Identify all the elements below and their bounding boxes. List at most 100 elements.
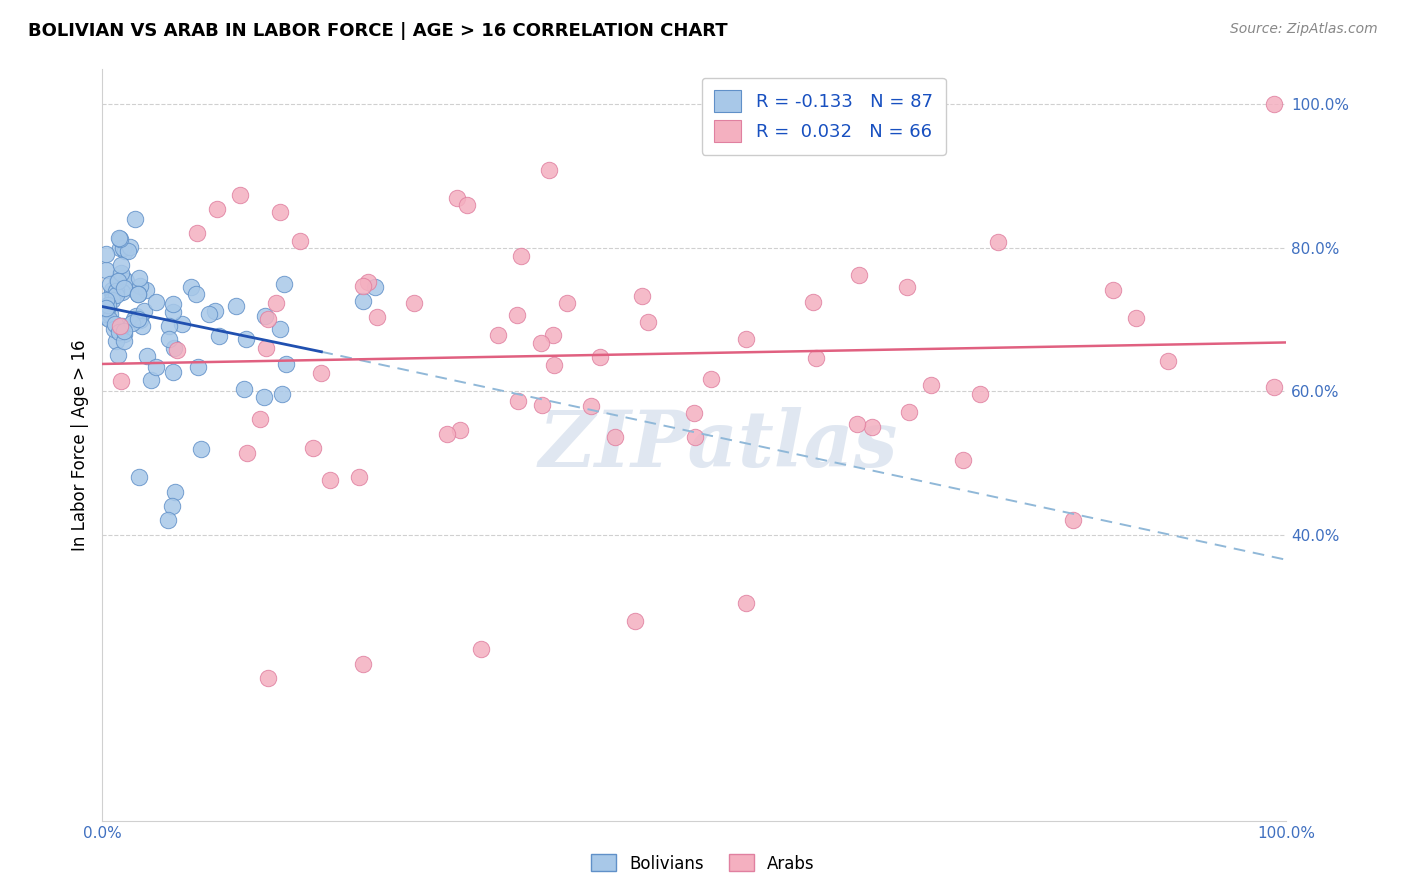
Point [187,359,209,374]
Point [254,341,277,355]
Point [208,329,231,343]
Point [257,312,280,326]
Point [436,427,458,442]
Point [114,244,136,258]
Point [271,386,294,401]
Point [249,412,271,426]
Point [1156,354,1178,368]
Point [624,614,647,628]
Point [225,299,247,313]
Point [253,310,276,324]
Point [186,227,208,241]
Point [735,596,758,610]
Point [801,295,824,310]
Point [588,350,610,364]
Point [108,231,131,245]
Point [145,359,167,374]
Point [157,318,180,333]
Point [122,312,145,326]
Point [111,241,134,255]
Point [180,280,202,294]
Point [510,249,533,263]
Point [112,325,135,339]
Y-axis label: In Labor Force | Age > 16: In Labor Force | Age > 16 [72,339,89,550]
Point [579,399,602,413]
Point [1263,380,1285,394]
Point [157,332,180,346]
Point [98,312,121,326]
Point [446,191,468,205]
Point [288,234,311,248]
Point [897,405,920,419]
Point [107,275,129,289]
Point [952,452,974,467]
Point [110,258,132,272]
Point [311,366,333,380]
Point [603,430,626,444]
Point [132,304,155,318]
Point [352,279,374,293]
Point [543,358,565,372]
Point [160,499,183,513]
Point [128,270,150,285]
Point [135,283,157,297]
Point [105,274,128,288]
Point [94,310,117,325]
Point [108,241,131,255]
Point [1062,513,1084,527]
Point [845,417,868,431]
Point [131,318,153,333]
Point [127,287,149,301]
Point [1125,311,1147,326]
Point [1263,97,1285,112]
Point [112,334,135,348]
Point [318,473,340,487]
Point [449,423,471,437]
Point [302,442,325,456]
Point [456,198,478,212]
Point [683,406,706,420]
Point [235,332,257,346]
Point [253,390,276,404]
Point [110,323,132,337]
Point [363,280,385,294]
Point [508,393,530,408]
Point [115,274,138,288]
Point [107,348,129,362]
Point [198,307,221,321]
Point [136,349,159,363]
Point [105,334,128,348]
Point [129,279,152,293]
Point [96,301,118,316]
Point [145,294,167,309]
Point [118,240,141,254]
Point [110,232,132,246]
Point [97,298,120,312]
Point [94,247,117,261]
Point [896,280,918,294]
Point [920,377,942,392]
Point [94,293,117,308]
Point [162,305,184,319]
Point [108,318,131,333]
Point [94,263,117,277]
Point [112,281,135,295]
Point [205,202,228,216]
Point [111,271,134,285]
Point [110,266,132,280]
Point [127,312,149,326]
Point [117,244,139,259]
Point [233,382,256,396]
Point [204,304,226,318]
Point [274,357,297,371]
Point [101,293,124,307]
Point [98,306,121,320]
Point [541,328,564,343]
Point [94,307,117,321]
Point [734,333,756,347]
Point [557,295,579,310]
Point [104,284,127,298]
Point [98,277,121,292]
Point [162,297,184,311]
Point [352,294,374,309]
